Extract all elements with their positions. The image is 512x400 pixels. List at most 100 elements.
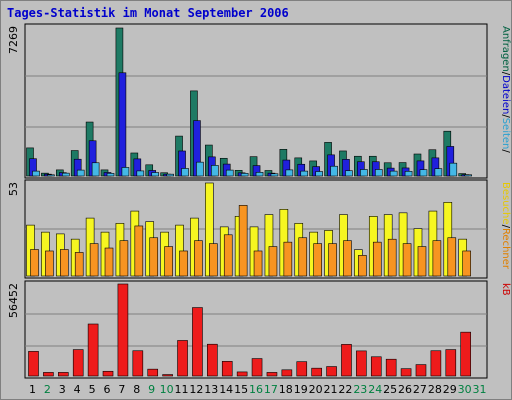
x-tick-label: 25 bbox=[383, 383, 397, 396]
bar-dateien-day-7 bbox=[118, 72, 127, 177]
bar-seiten-day-9 bbox=[151, 172, 160, 177]
x-tick-label: 20 bbox=[309, 383, 323, 396]
bar-rechner-day-15 bbox=[238, 205, 248, 277]
x-tick-label: 17 bbox=[264, 383, 278, 396]
bar-seiten-day-25 bbox=[389, 170, 398, 177]
bar-kb-day-19 bbox=[296, 361, 308, 377]
series-labels-kb: kB bbox=[500, 283, 511, 296]
bar-seiten-day-23 bbox=[360, 169, 368, 177]
x-tick-label: 3 bbox=[59, 383, 66, 396]
x-tick-label: 21 bbox=[324, 383, 338, 396]
bar-kb-day-13 bbox=[207, 343, 218, 377]
bar-kb-day-24 bbox=[370, 356, 382, 377]
bar-seiten-day-13 bbox=[211, 165, 219, 177]
bar-rechner-day-12 bbox=[194, 240, 203, 277]
bar-seiten-day-21 bbox=[330, 165, 338, 177]
plot-area-requests bbox=[24, 23, 488, 179]
x-tick-label: 8 bbox=[133, 383, 140, 396]
bar-seiten-day-6 bbox=[106, 173, 115, 177]
bar-kb-day-26 bbox=[400, 368, 412, 377]
bar-seiten-day-26 bbox=[404, 171, 413, 177]
bar-kb-day-25 bbox=[385, 358, 397, 377]
series-labels-visits: Besuche/Rechner bbox=[500, 182, 511, 270]
x-tick-label: 30 bbox=[458, 383, 472, 396]
bar-rechner-day-28 bbox=[432, 240, 442, 277]
x-tick-label: 2 bbox=[44, 383, 51, 396]
legend-label: kB bbox=[500, 283, 511, 296]
bar-rechner-day-9 bbox=[149, 237, 159, 277]
bar-seiten-day-8 bbox=[136, 170, 145, 177]
x-tick-label: 14 bbox=[219, 383, 233, 396]
bar-seiten-day-4 bbox=[76, 169, 85, 177]
x-tick-label: 23 bbox=[353, 383, 367, 396]
x-tick-label: 16 bbox=[249, 383, 263, 396]
bar-rechner-day-2 bbox=[45, 250, 54, 277]
series-labels-requests: Anfragen/Dateien/Seiten/ bbox=[500, 26, 511, 153]
bar-rechner-day-11 bbox=[179, 250, 188, 277]
bar-kb-day-12 bbox=[192, 307, 203, 377]
bar-kb-day-4 bbox=[72, 349, 84, 377]
bar-rechner-day-14 bbox=[223, 234, 233, 277]
y-max-label-requests: 7269 bbox=[7, 26, 20, 54]
x-tick-label: 29 bbox=[443, 383, 457, 396]
bar-rechner-day-4 bbox=[74, 252, 84, 277]
chart-title: Tages-Statistik im Monat September 2006 bbox=[7, 6, 289, 20]
bar-seiten-day-24 bbox=[374, 169, 383, 177]
bar-kb-day-20 bbox=[311, 367, 322, 377]
bar-rechner-day-29 bbox=[447, 237, 457, 277]
bar-kb-day-7 bbox=[117, 283, 129, 377]
bar-rechner-day-17 bbox=[268, 246, 278, 277]
bar-seiten-day-11 bbox=[181, 168, 189, 177]
x-tick-label: 11 bbox=[174, 383, 188, 396]
bar-kb-day-8 bbox=[132, 350, 144, 377]
bar-kb-day-16 bbox=[251, 358, 263, 377]
bar-rechner-day-20 bbox=[313, 243, 322, 277]
y-max-label-visits: 53 bbox=[7, 182, 20, 196]
bar-kb-day-22 bbox=[341, 344, 352, 377]
x-tick-label: 28 bbox=[428, 383, 442, 396]
bar-kb-day-17 bbox=[266, 372, 278, 377]
bar-seiten-day-17 bbox=[270, 173, 279, 177]
bar-kb-day-18 bbox=[281, 369, 293, 377]
bar-seiten-day-28 bbox=[434, 168, 443, 177]
bar-seiten-day-10 bbox=[166, 173, 174, 177]
x-tick-label: 9 bbox=[148, 383, 155, 396]
bar-seiten-day-30 bbox=[464, 174, 472, 177]
bar-rechner-day-22 bbox=[343, 240, 352, 277]
legend-label: / bbox=[500, 149, 511, 153]
x-tick-label: 13 bbox=[204, 383, 218, 396]
bar-rechner-day-10 bbox=[164, 246, 173, 277]
bar-seiten-day-27 bbox=[419, 169, 428, 177]
x-tick-label: 27 bbox=[413, 383, 427, 396]
legend-label: / bbox=[500, 225, 511, 229]
x-tick-label: 26 bbox=[398, 383, 412, 396]
bar-seiten-day-12 bbox=[196, 161, 204, 177]
bar-rechner-day-26 bbox=[402, 243, 412, 277]
bar-seiten-day-1 bbox=[32, 170, 40, 177]
bar-kb-day-3 bbox=[58, 372, 69, 377]
bar-kb-day-11 bbox=[177, 340, 188, 377]
bar-kb-day-1 bbox=[28, 351, 39, 377]
x-tick-label: 1 bbox=[29, 383, 36, 396]
x-tick-label: 22 bbox=[338, 383, 352, 396]
bar-kb-day-6 bbox=[102, 370, 114, 377]
legend-label: Rechner bbox=[500, 228, 511, 270]
bar-seiten-day-18 bbox=[285, 169, 294, 177]
legend-label: Anfragen bbox=[500, 26, 511, 72]
bar-seiten-day-22 bbox=[345, 170, 353, 177]
bar-kb-day-23 bbox=[356, 350, 367, 377]
bar-kb-day-15 bbox=[236, 371, 248, 377]
x-tick-label: 5 bbox=[89, 383, 96, 396]
x-tick-label: 24 bbox=[368, 383, 382, 396]
bar-rechner-day-8 bbox=[134, 225, 144, 277]
bar-rechner-day-25 bbox=[387, 238, 397, 277]
x-tick-label: 31 bbox=[473, 383, 487, 396]
bar-kb-day-21 bbox=[326, 366, 337, 377]
bar-seiten-day-3 bbox=[62, 172, 70, 177]
x-tick-label: 15 bbox=[234, 383, 248, 396]
legend-label: / bbox=[500, 114, 511, 118]
x-tick-label: 4 bbox=[74, 383, 81, 396]
bar-kb-day-28 bbox=[430, 350, 442, 377]
legend-label: Dateien bbox=[500, 75, 511, 114]
